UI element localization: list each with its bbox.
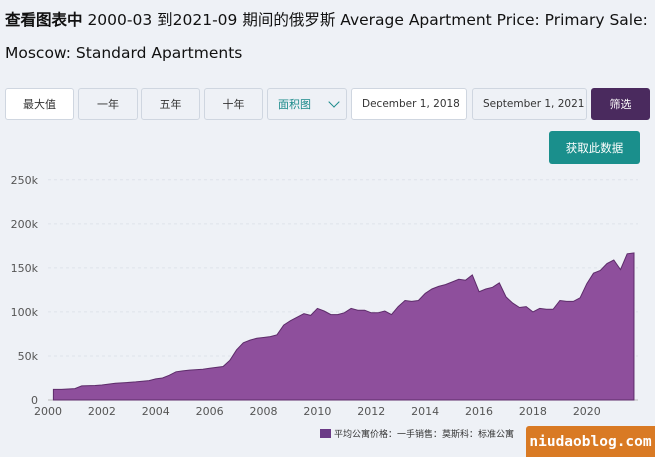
legend: 平均公寓价格：一手销售：莫斯科：标准公寓 (320, 428, 514, 440)
y-tick-label: 50k (18, 350, 39, 363)
x-tick-label: 2016 (465, 405, 493, 418)
legend-label: 平均公寓价格：一手销售：莫斯科：标准公寓 (334, 428, 514, 440)
y-tick-label: 100k (11, 306, 39, 319)
range-5y-button[interactable]: 五年 (141, 88, 200, 120)
x-tick-label: 2018 (519, 405, 547, 418)
watermark: niudaoblog.com (526, 426, 655, 457)
range-max-button[interactable]: 最大值 (5, 88, 74, 120)
x-tick-label: 2014 (411, 405, 439, 418)
x-axis-ticks: 2000 2002 2004 2006 2008 2010 2012 2014 2016 2018… (34, 405, 601, 418)
y-tick-label: 0 (31, 394, 38, 407)
area-series (52, 252, 635, 401)
range-1y-button[interactable]: 一年 (78, 88, 138, 120)
x-tick-label: 2006 (196, 405, 224, 418)
legend-swatch (320, 429, 331, 438)
chevron-down-icon (328, 96, 340, 108)
get-data-button[interactable]: 获取此数据 (549, 131, 640, 164)
x-tick-label: 2000 (34, 405, 62, 418)
chart-type-value: 面积图 (278, 98, 311, 111)
y-tick-label: 200k (11, 218, 39, 231)
y-tick-label: 150k (11, 262, 39, 275)
end-date-input[interactable]: September 1, 2021 (472, 88, 587, 120)
x-tick-label: 2012 (357, 405, 385, 418)
y-axis-ticks: 0 50k 100k 150k 200k 250k (11, 174, 39, 407)
range-10y-button[interactable]: 十年 (204, 88, 263, 120)
x-tick-label: 2004 (142, 405, 170, 418)
start-date-input[interactable]: December 1, 2018 (351, 88, 467, 120)
y-tick-label: 250k (11, 174, 39, 187)
x-tick-label: 2010 (303, 405, 331, 418)
filter-button[interactable]: 筛选 (591, 88, 650, 120)
x-tick-label: 2020 (573, 405, 601, 418)
page-title-prefix: 查看图表中 (5, 11, 83, 29)
chart-type-select[interactable]: 面积图 (267, 88, 347, 120)
x-tick-label: 2008 (250, 405, 278, 418)
page-title-text: 2000-03 到2021-09 期间的俄罗斯 Average Apartmen… (5, 11, 648, 62)
page-title: 查看图表中 2000-03 到2021-09 期间的俄罗斯 Average Ap… (5, 4, 653, 70)
x-tick-label: 2002 (88, 405, 116, 418)
